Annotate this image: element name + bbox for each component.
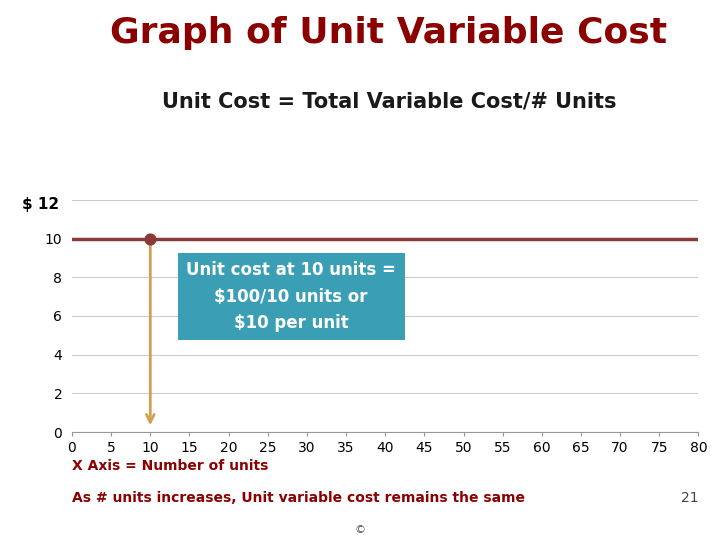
Text: 21: 21 <box>681 491 698 505</box>
Point <box>145 234 156 243</box>
Text: As # units increases, Unit variable cost remains the same: As # units increases, Unit variable cost… <box>72 491 525 505</box>
Text: Unit Cost = Total Variable Cost/# Units: Unit Cost = Total Variable Cost/# Units <box>161 92 616 112</box>
Text: Graph of Unit Variable Cost: Graph of Unit Variable Cost <box>110 16 667 50</box>
Text: X Axis = Number of units: X Axis = Number of units <box>72 458 269 472</box>
Text: ©: © <box>354 524 366 535</box>
Text: $ 12: $ 12 <box>22 197 59 212</box>
Text: Unit cost at 10 units =
$100/10 units or
$10 per unit: Unit cost at 10 units = $100/10 units or… <box>186 261 396 332</box>
